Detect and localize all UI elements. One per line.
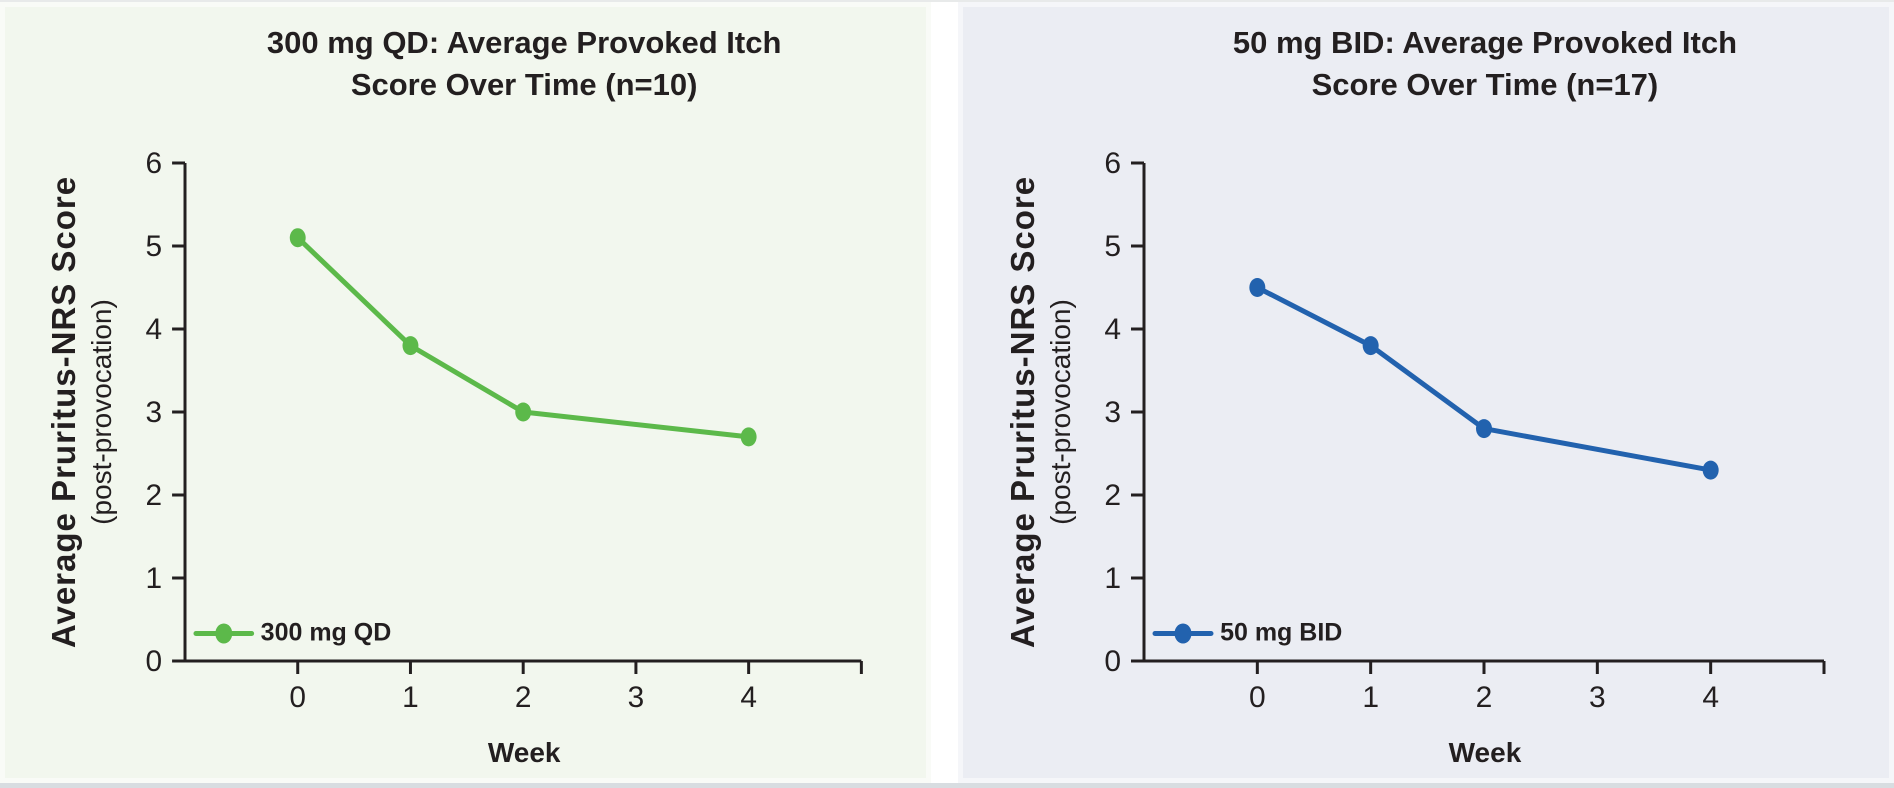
chart-title: 300 mg QD: Average Provoked Itch Score O…	[267, 22, 782, 106]
data-point	[1362, 336, 1379, 356]
x-axis-label: Week	[487, 736, 561, 768]
x-tick-label: 1	[402, 681, 419, 714]
data-point	[289, 228, 306, 248]
y-tick-label: 6	[146, 147, 163, 180]
y-axis-label: Average Pruritus-NRS Score	[45, 175, 83, 649]
x-tick-label: 3	[1589, 681, 1606, 714]
top-edge-strip	[0, 0, 1894, 2]
chart-title-line2: Score Over Time (n=17)	[1311, 67, 1659, 102]
plot-canvas: 0 1 2 3 4 5 6 0 1 2 3 4	[146, 147, 863, 714]
y-tick-label: 0	[146, 645, 163, 678]
data-line	[295, 235, 752, 440]
x-tick-label: 0	[1249, 681, 1266, 714]
y-tick-label: 2	[146, 479, 163, 512]
y-tick-label: 2	[1104, 479, 1121, 512]
y-tick-label: 0	[1104, 645, 1121, 678]
y-tick-label: 3	[146, 396, 163, 429]
data-point	[515, 402, 532, 422]
y-tick-label: 1	[1104, 562, 1121, 595]
y-axis-sublabel: (post-provocation)	[1044, 299, 1076, 525]
legend-marker	[215, 623, 233, 644]
x-tick-label: 1	[1362, 681, 1379, 714]
chart-title-line2: Score Over Time (n=10)	[350, 67, 698, 102]
chart-panel-50mg-bid: 0 1 2 3 4 5 6 0 1 2 3 4 50 mg BID: Average Provoked…	[958, 2, 1894, 783]
data-line	[1254, 285, 1714, 473]
x-tick-label: 2	[1476, 681, 1493, 714]
y-axis-sublabel: (post-provocation)	[86, 299, 118, 525]
y-tick-label: 4	[146, 313, 163, 346]
legend-marker	[1174, 623, 1192, 644]
y-tick-label: 5	[146, 230, 163, 263]
x-tick-label: 3	[628, 681, 645, 714]
data-point	[402, 336, 419, 356]
x-tick-label: 0	[289, 681, 306, 714]
y-tick-label: 4	[1104, 313, 1121, 346]
bottom-edge-strip	[0, 783, 1894, 788]
x-axis-label: Week	[1448, 736, 1522, 768]
chart-title: 50 mg BID: Average Provoked Itch Score O…	[1233, 22, 1737, 106]
data-point	[740, 427, 757, 447]
chart-panel-300mg-qd: 0 1 2 3 4 5 6 0 1 2 3 4 300 mg QD: Average Provoked…	[0, 2, 931, 783]
chart-title-line1: 300 mg QD: Average Provoked Itch	[266, 25, 782, 60]
y-axis-label: Average Pruritus-NRS Score	[1003, 175, 1041, 649]
y-tick-label: 3	[1104, 396, 1121, 429]
y-tick-label: 6	[1104, 147, 1121, 180]
x-tick-label: 4	[1702, 681, 1719, 714]
x-tick-label: 2	[515, 681, 532, 714]
y-tick-label: 5	[1104, 230, 1121, 263]
chart-title-line1: 50 mg BID: Average Provoked Itch	[1232, 25, 1738, 60]
data-point	[1702, 460, 1719, 480]
x-tick-label: 4	[740, 681, 757, 714]
data-point	[1249, 278, 1266, 297]
y-tick-label: 1	[146, 562, 163, 595]
legend-label: 300 mg QD	[260, 618, 392, 647]
legend-label: 50 mg BID	[1220, 618, 1343, 647]
data-point	[1476, 419, 1492, 439]
plot-canvas: 0 1 2 3 4 5 6 0 1 2 3 4	[1104, 147, 1826, 714]
